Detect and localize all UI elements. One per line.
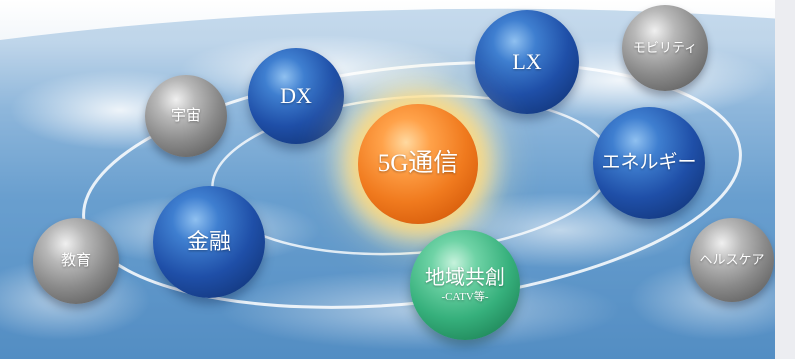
- center-5g-sphere[interactable]: 5G通信: [358, 104, 478, 224]
- regional-label: 地域共創: [425, 266, 505, 289]
- finance-sphere[interactable]: 金融: [153, 186, 265, 298]
- education-label: 教育: [60, 252, 91, 269]
- dx-sphere[interactable]: DX: [248, 48, 344, 144]
- healthcare-sphere[interactable]: ヘルスケア: [690, 218, 774, 302]
- right-edge-strip: [775, 0, 795, 359]
- mobility-sphere[interactable]: モビリティ: [622, 5, 708, 91]
- space-label: 宇宙: [170, 107, 201, 124]
- healthcare-label: ヘルスケア: [699, 251, 765, 267]
- regional-sphere[interactable]: 地域共創 -CATV等-: [410, 230, 520, 340]
- energy-sphere[interactable]: エネルギー: [593, 107, 705, 219]
- center-5g-label: 5G通信: [377, 150, 459, 178]
- lx-label: LX: [512, 48, 542, 74]
- mobility-label: モビリティ: [632, 39, 698, 55]
- space-sphere[interactable]: 宇宙: [145, 75, 227, 157]
- energy-label: エネルギー: [601, 151, 697, 173]
- regional-sublabel: -CATV等-: [441, 290, 489, 303]
- dx-label: DX: [280, 82, 312, 108]
- lx-sphere[interactable]: LX: [475, 10, 579, 114]
- education-sphere[interactable]: 教育: [33, 218, 119, 304]
- finance-label: 金融: [186, 228, 231, 254]
